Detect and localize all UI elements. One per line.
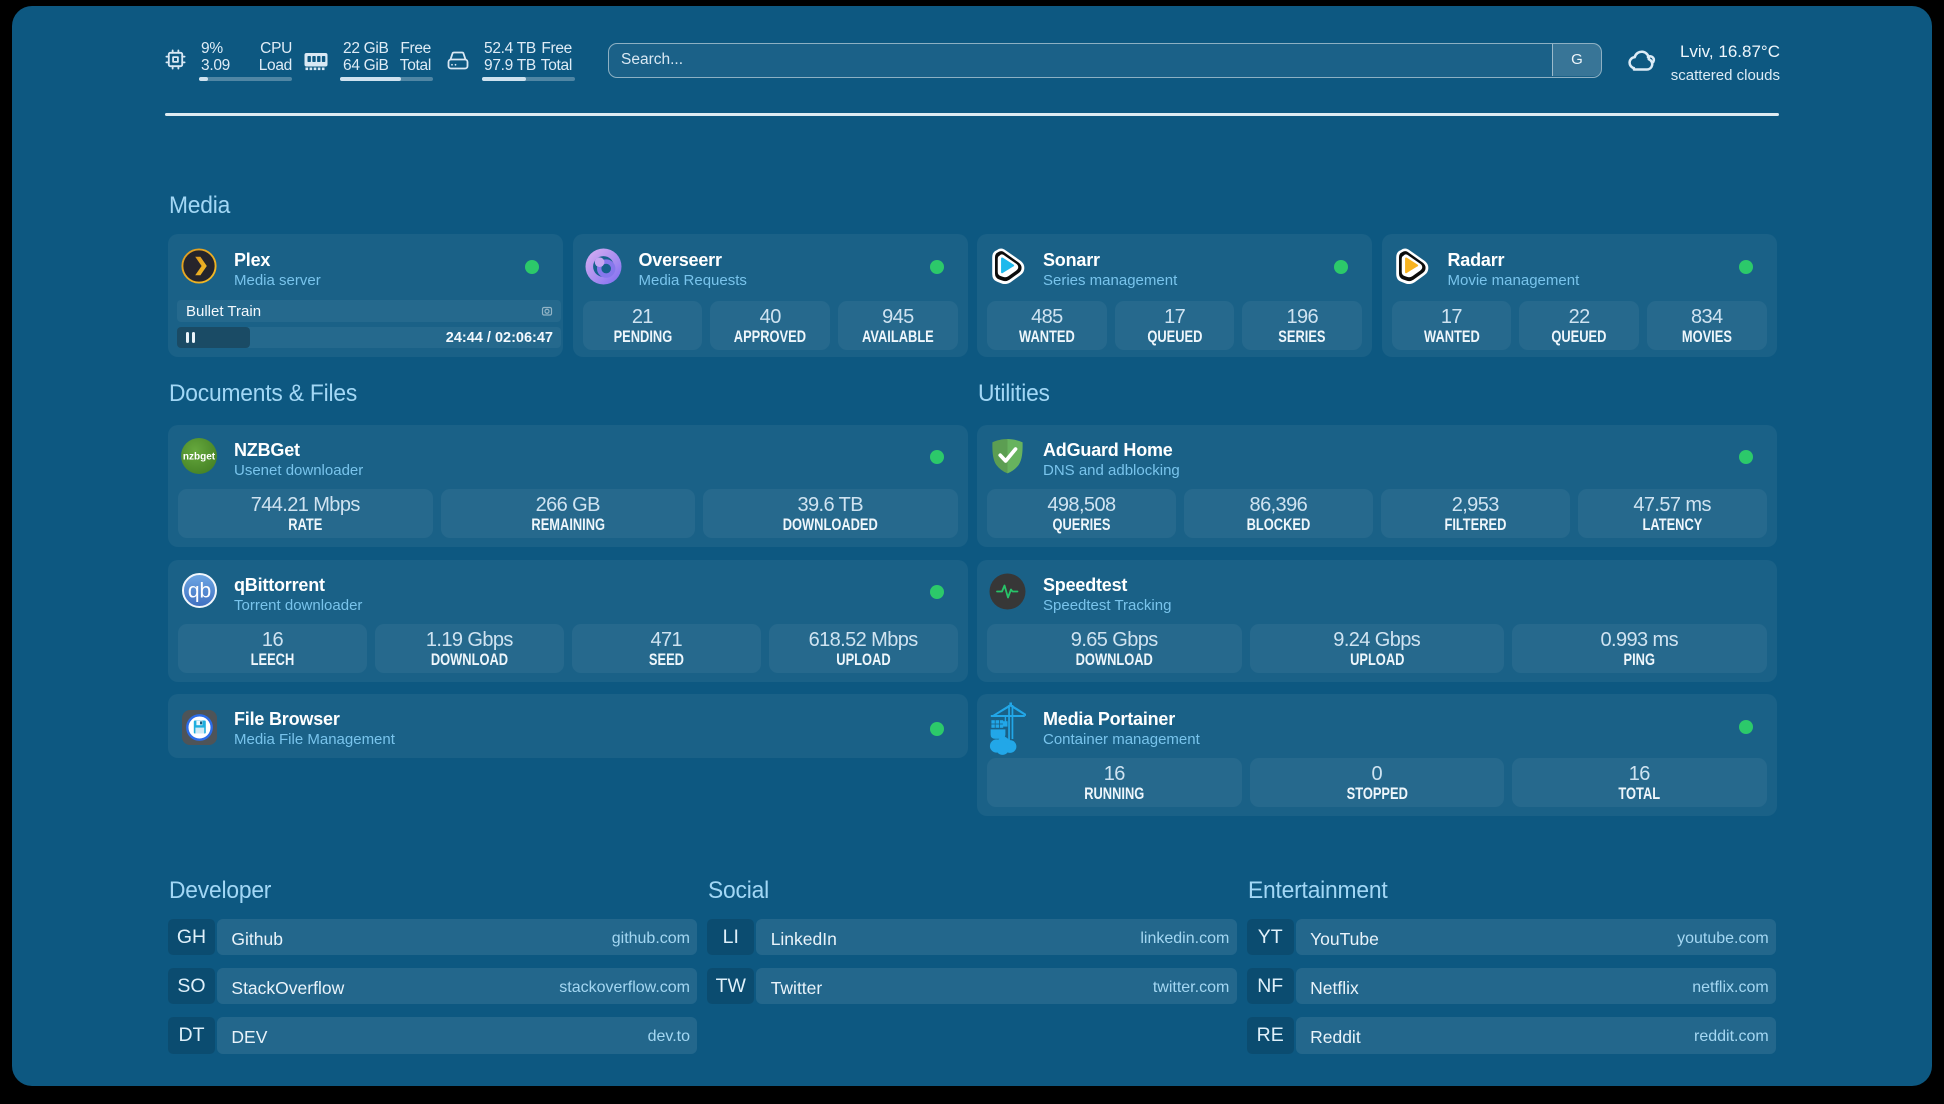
svg-text:qb: qb bbox=[188, 580, 211, 603]
svg-text:nzbget: nzbget bbox=[183, 452, 216, 463]
